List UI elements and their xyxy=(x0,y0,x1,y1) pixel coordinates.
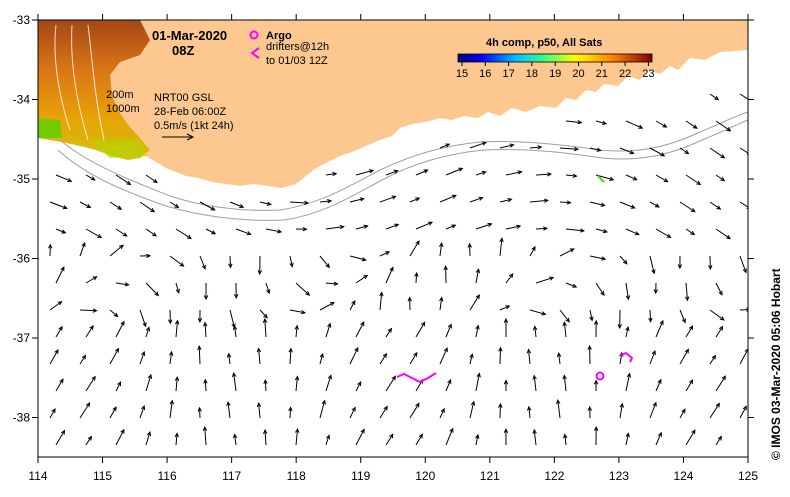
x-tick-label: 123 xyxy=(609,469,629,483)
velocity-scale-label: 0.5m/s (1kt 24h) xyxy=(154,120,233,132)
imos-credit: © IMOS 03-Mar-2020 05:06 Hobart xyxy=(769,268,783,460)
y-tick-label: -34 xyxy=(13,93,31,107)
x-tick-label: 125 xyxy=(738,469,758,483)
x-tick-label: 124 xyxy=(673,469,693,483)
drifter-legend-line2: to 01/03 12Z xyxy=(266,55,328,67)
x-tick-label: 120 xyxy=(415,469,435,483)
x-tick-label: 115 xyxy=(93,469,112,483)
colorbar-tick-label: 16 xyxy=(479,68,491,80)
map-time: 08Z xyxy=(172,43,194,58)
colorbar-tick-label: 17 xyxy=(502,68,514,80)
colorbar-tick-label: 19 xyxy=(549,68,561,80)
x-tick-label: 119 xyxy=(351,469,370,483)
x-tick-label: 122 xyxy=(544,469,564,483)
x-tick-label: 121 xyxy=(480,469,500,483)
x-tick-label: 117 xyxy=(222,469,241,483)
altimetry-date: 28-Feb 06:00Z xyxy=(154,106,226,118)
colorbar-tick-label: 15 xyxy=(456,68,468,80)
y-tick-label: -36 xyxy=(13,252,31,266)
x-tick-label: 114 xyxy=(28,469,47,483)
y-tick-label: -35 xyxy=(13,172,31,186)
colorbar-tick-label: 22 xyxy=(619,68,631,80)
colorbar-tick-label: 20 xyxy=(572,68,584,80)
x-tick-label: 118 xyxy=(287,469,306,483)
altimetry-label: NRT00 GSL xyxy=(154,92,214,104)
sst-green-patch xyxy=(38,118,62,138)
colorbar-title: 4h comp, p50, All Sats xyxy=(486,37,602,49)
colorbar xyxy=(458,54,652,62)
y-tick-label: -33 xyxy=(13,13,31,27)
drifter-legend-line1: drifters@12h xyxy=(266,41,329,53)
map-date: 01-Mar-2020 xyxy=(152,28,227,43)
colorbar-ticks: 15 16 17 18 19 20 21 22 23 xyxy=(456,62,655,80)
contour-label-1000m: 1000m xyxy=(106,103,140,115)
y-tick-label: -38 xyxy=(13,411,31,425)
x-tick-label: 116 xyxy=(158,469,177,483)
contour-label-200m: 200m xyxy=(106,89,134,101)
y-tick-label: -37 xyxy=(13,331,31,345)
colorbar-tick-label: 18 xyxy=(526,68,538,80)
colorbar-tick-label: 23 xyxy=(642,68,654,80)
colorbar-tick-label: 21 xyxy=(596,68,608,80)
